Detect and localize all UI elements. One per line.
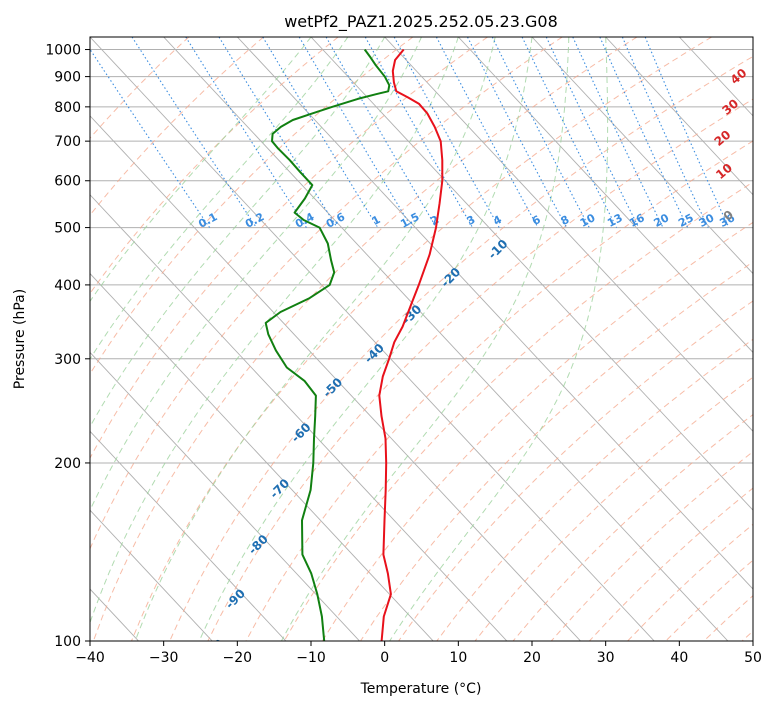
- dry-adiabat: [90, 37, 190, 139]
- isotherm-line: [384, 37, 753, 432]
- isotherm-line: [90, 272, 434, 641]
- x-tick-label: 50: [744, 650, 762, 666]
- dry-adiabat: [474, 376, 753, 641]
- dry-adiabat: [207, 98, 753, 641]
- mixing-ratio-line: [491, 37, 590, 228]
- y-axis-label: Pressure (hPa): [12, 289, 28, 389]
- temperature-profile: [378, 48, 444, 641]
- isotherm-line: [90, 351, 360, 641]
- mixing-ratio-label: 16: [627, 211, 647, 230]
- isotherm-line: [0, 37, 65, 641]
- x-axis: −40 −30 −20 −10 0 10 20 30 40 50: [75, 641, 762, 666]
- mixing-ratio-line: [521, 37, 618, 228]
- y-tick-label: 200: [54, 456, 81, 472]
- profiles: [264, 48, 444, 641]
- y-tick-label: 500: [54, 221, 81, 237]
- dry-adiabat: [245, 140, 753, 641]
- mixing-ratio-line: [218, 37, 338, 228]
- y-tick-label: 100: [54, 634, 81, 650]
- isotherm-line: [90, 37, 655, 641]
- mixing-ratio-line: [364, 37, 474, 228]
- moist-adiabats: [90, 37, 609, 641]
- x-tick-label: 0: [380, 650, 389, 666]
- moist-adiabat: [90, 37, 386, 428]
- plot-frame: [89, 36, 754, 642]
- isotherm-line: [605, 37, 753, 196]
- dry-adiabat: [90, 37, 563, 550]
- isotherm-line: [90, 509, 213, 641]
- moist-adiabat: [90, 37, 459, 625]
- dry-adiabat: [92, 37, 638, 641]
- mixing-ratio-label: 25: [676, 211, 696, 230]
- mixing-ratio-line: [621, 37, 709, 228]
- x-tick-label: −20: [223, 650, 253, 666]
- isotherm-line: [237, 37, 753, 590]
- mixing-ratio-line: [90, 48, 211, 228]
- mixing-ratio-label: 30: [697, 211, 717, 230]
- x-tick-label: 20: [523, 650, 541, 666]
- y-tick-label: 800: [54, 100, 81, 116]
- mixing-ratio-label: 10: [578, 211, 598, 230]
- y-tick-label: 600: [54, 174, 81, 190]
- isotherm-line: [310, 37, 753, 511]
- moist-adiabat: [134, 37, 496, 641]
- x-tick-label: −10: [296, 650, 326, 666]
- x-tick-label: −40: [75, 650, 105, 666]
- isotherm-line: [752, 37, 753, 38]
- isotherm-grid: [0, 37, 753, 641]
- dry-adiabat: [283, 181, 753, 641]
- x-tick-label: −30: [149, 650, 179, 666]
- isotherm-line: [90, 115, 581, 641]
- moist-adiabat: [198, 37, 533, 641]
- isotherm-line: [90, 430, 287, 641]
- mixing-ratio-line: [185, 37, 307, 228]
- plot-area: 0.1 0.2 0.4 0.6 1 1.5 2 3 4 6 8 10 13 16 20 25 30 36-100-…: [0, 37, 753, 641]
- x-axis-label: Temperature (°C): [360, 681, 482, 697]
- dry-adiabat: [90, 37, 488, 460]
- isotherm-line: [163, 37, 729, 641]
- y-tick-label: 900: [54, 70, 81, 86]
- dewpoint-profile: [264, 48, 391, 641]
- dry-adiabats: [90, 37, 753, 641]
- mixing-ratio-line: [393, 37, 500, 228]
- chart-title: wetPf2_PAZ1.2025.252.05.23.G08: [284, 12, 558, 32]
- moist-adiabat: [389, 37, 609, 641]
- x-tick-label: 30: [597, 650, 615, 666]
- y-tick-label: 300: [54, 352, 81, 368]
- dry-adiabat: [90, 37, 264, 216]
- moist-adiabat: [90, 37, 312, 303]
- dry-adiabat: [169, 55, 753, 641]
- dry-adiabat: [131, 37, 712, 641]
- x-tick-label: 40: [670, 650, 688, 666]
- mixing-ratio-label: 20: [652, 211, 672, 230]
- x-tick-label: 10: [449, 650, 467, 666]
- mixing-ratio-lines: [90, 37, 730, 228]
- moist-adiabat: [90, 37, 422, 512]
- isotherm-line: [531, 37, 753, 275]
- y-tick-label: 1000: [45, 43, 81, 59]
- y-tick-label: 700: [54, 134, 81, 150]
- isotherm-line: [90, 194, 508, 641]
- y-axis: 1000 900 800 700 600 500 400 300 200 100: [45, 43, 90, 650]
- mixing-ratio-line: [644, 37, 730, 228]
- moist-adiabat: [280, 37, 570, 641]
- mixing-ratio-line: [435, 37, 539, 228]
- mixing-ratio-label: 36: [717, 211, 737, 230]
- isotherm-line: [458, 37, 753, 354]
- mixing-ratio-line: [131, 37, 257, 228]
- y-tick-label: 400: [54, 278, 81, 294]
- dry-adiabat: [436, 338, 753, 641]
- moist-adiabat: [90, 37, 349, 361]
- mixing-ratio-label: 13: [605, 211, 625, 230]
